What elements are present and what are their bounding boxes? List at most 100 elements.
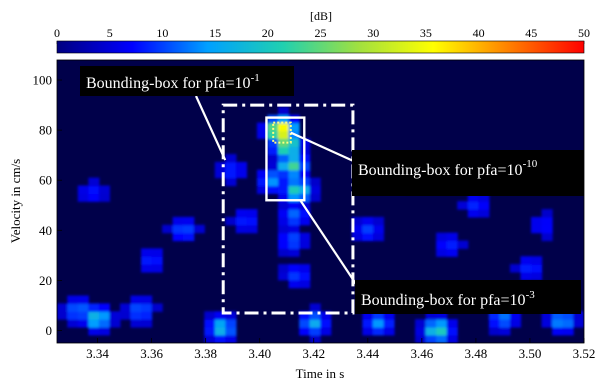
heatmap-cell [552, 319, 564, 328]
heatmap-cell [162, 224, 174, 234]
heatmap-cell [488, 326, 500, 336]
heatmap-cell [98, 303, 110, 312]
heatmap-cell [77, 185, 89, 194]
heatmap-cell [362, 326, 374, 336]
annotation-pfa-3: Bounding-box for pfa=10-3 [355, 280, 581, 314]
heatmap-cell [309, 193, 321, 202]
heatmap-cell [288, 201, 300, 210]
heatmap-cell [478, 201, 490, 210]
leader-line-pfa-1 [194, 95, 227, 161]
bounding-boxes [221, 103, 355, 315]
heatmap-cell [499, 311, 511, 320]
heatmap-cell [225, 216, 237, 226]
heatmap-cell [130, 303, 142, 312]
heatmap-cell [436, 232, 448, 242]
y-tick-label: 80 [39, 123, 52, 138]
heatmap-cell [278, 122, 290, 132]
heatmap-cell [214, 319, 226, 328]
heatmap-cell [88, 177, 100, 187]
heatmap-cell [425, 311, 437, 320]
heatmap-cell [288, 169, 300, 179]
annotation-pfa-10-text: Bounding-box for pfa=10-10 [358, 158, 538, 179]
heatmap-cell [204, 326, 216, 336]
heatmap-cell [278, 224, 290, 234]
colorbar-strip [56, 40, 585, 54]
heatmap-cell [267, 138, 279, 147]
heatmap-cell [141, 295, 153, 304]
bounding-box-pfa-10 [272, 121, 292, 144]
heatmap-cell [552, 326, 564, 336]
heatmap-cell [309, 185, 321, 194]
annotation-pfa-1-text: Bounding-box for pfa=10-1 [86, 72, 260, 92]
heatmap-cell [415, 334, 427, 343]
heatmap-cell [88, 303, 100, 312]
y-axis-label: Velocity in cm/s [8, 159, 23, 244]
annotation-pfa-1-bg [80, 66, 294, 96]
heatmap-cell [183, 224, 195, 234]
heatmap-cell [372, 224, 385, 234]
heatmap-cell [278, 177, 290, 187]
heatmap-cell [288, 264, 300, 273]
heatmap-cell [299, 240, 311, 249]
heatmap-cell [98, 319, 110, 328]
heatmap-cell [278, 209, 290, 218]
heatmap-cell [278, 169, 290, 179]
heatmap-cell [88, 326, 100, 336]
heatmap-cell [256, 169, 269, 179]
heatmap-cell [246, 216, 258, 226]
colorbar-tick-label: 0 [54, 26, 60, 40]
heatmap-cell [225, 319, 237, 328]
heatmap-cell [172, 232, 184, 242]
annotation-leaders [194, 95, 361, 291]
x-tick-label: 3.48 [465, 346, 488, 361]
heatmap-cell [562, 326, 574, 336]
heatmap-cells [57, 106, 584, 343]
heatmap-cell [67, 319, 79, 328]
heatmap-cell [299, 209, 311, 218]
colorbar-tick-label: 30 [367, 26, 379, 40]
y-tick-label: 20 [39, 273, 52, 288]
heatmap-cell [415, 319, 427, 328]
heatmap-cell [141, 303, 153, 312]
heatmap-cell [278, 248, 290, 257]
heatmap-cell [151, 264, 163, 273]
annotation-pfa-3-bg [355, 280, 581, 314]
heatmap-cell [256, 130, 269, 139]
heatmap-cell [362, 216, 374, 226]
heatmap-cell [235, 209, 248, 218]
y-axis: 0 20 40 60 80 100 [33, 73, 62, 338]
heatmap-cell [278, 271, 290, 281]
heatmap-cell [288, 185, 300, 194]
heatmap-cell [67, 303, 79, 312]
heatmap-cell [267, 177, 279, 187]
heatmap-cell [362, 311, 374, 320]
heatmap-cell [562, 319, 574, 328]
heatmap-cell [509, 264, 522, 273]
heatmap-cell [267, 114, 279, 124]
x-tick-label: 3.34 [86, 346, 109, 361]
heatmap-cell [531, 264, 543, 273]
colorbar: [dB] 0 5 10 15 20 25 30 35 40 45 50 [54, 9, 590, 54]
heatmap-cell [446, 334, 458, 343]
heatmap-cell [531, 224, 543, 234]
heatmap-cell [77, 295, 89, 304]
heatmap-cell [531, 216, 543, 226]
y-tick-label: 100 [33, 73, 53, 88]
heatmap-cell [288, 271, 300, 281]
heatmap-cell [299, 279, 311, 289]
heatmap-cell [278, 154, 290, 163]
heatmap-cell [288, 146, 300, 155]
heatmap-cell [267, 122, 279, 132]
colorbar-tick-label: 50 [578, 26, 590, 40]
heatmap-cell [436, 334, 448, 343]
heatmap-cell [67, 295, 79, 304]
heatmap-cell [225, 169, 237, 179]
heatmap-cell [88, 319, 100, 328]
heatmap-cell [77, 311, 89, 320]
heatmap-cell [235, 161, 248, 171]
heatmap-cell [204, 319, 216, 328]
heatmap-cell [88, 185, 100, 194]
heatmap-cell [246, 209, 258, 218]
heatmap-cell [98, 193, 110, 202]
